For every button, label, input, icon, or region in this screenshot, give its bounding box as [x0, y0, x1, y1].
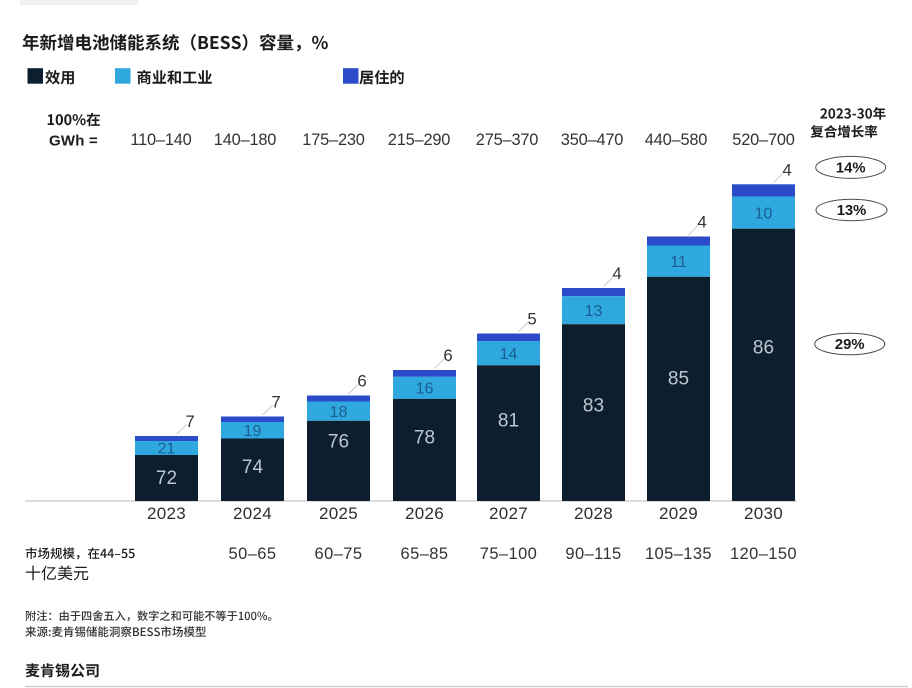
svg-text:21: 21	[158, 441, 176, 458]
svg-text:7: 7	[185, 412, 194, 431]
svg-text:60–75: 60–75	[315, 545, 363, 563]
svg-text:4: 4	[697, 213, 706, 232]
svg-text:10: 10	[755, 205, 773, 222]
svg-text:29%: 29%	[835, 337, 865, 353]
svg-text:6: 6	[443, 346, 452, 365]
svg-text:75–100: 75–100	[480, 545, 537, 563]
svg-text:2024: 2024	[233, 504, 272, 523]
svg-text:GWh =: GWh =	[49, 133, 98, 150]
svg-text:2026: 2026	[405, 504, 444, 523]
svg-text:2030: 2030	[744, 504, 783, 523]
svg-text:19: 19	[244, 423, 262, 440]
svg-text:140–180: 140–180	[214, 131, 276, 149]
svg-text:2023: 2023	[147, 504, 186, 523]
svg-text:2027: 2027	[489, 504, 528, 523]
svg-text:2028: 2028	[574, 504, 613, 523]
svg-text:18: 18	[330, 404, 348, 421]
svg-text:78: 78	[414, 428, 435, 449]
svg-text:16: 16	[416, 381, 434, 398]
svg-text:350–470: 350–470	[561, 131, 623, 149]
svg-text:85: 85	[668, 369, 689, 390]
svg-text:2029: 2029	[659, 504, 698, 523]
svg-text:6: 6	[357, 372, 366, 391]
svg-text:65–85: 65–85	[401, 545, 449, 563]
svg-text:13%: 13%	[837, 203, 867, 219]
svg-text:13: 13	[585, 303, 603, 320]
svg-text:105–135: 105–135	[645, 545, 712, 563]
svg-text:215–290: 215–290	[388, 131, 450, 149]
svg-text:50–65: 50–65	[229, 545, 277, 563]
svg-text:4: 4	[612, 264, 621, 283]
svg-text:74: 74	[242, 457, 264, 478]
svg-text:90–115: 90–115	[565, 545, 621, 563]
svg-text:14%: 14%	[836, 161, 866, 177]
svg-text:2025: 2025	[319, 504, 358, 523]
svg-text:110–140: 110–140	[130, 131, 191, 149]
svg-text:4: 4	[782, 161, 791, 180]
svg-text:440–580: 440–580	[645, 131, 707, 149]
svg-text:175–230: 175–230	[302, 131, 364, 149]
svg-text:520–700: 520–700	[732, 131, 794, 149]
svg-text:120–150: 120–150	[730, 545, 797, 563]
svg-text:5: 5	[527, 310, 536, 329]
svg-text:275–370: 275–370	[476, 131, 538, 149]
svg-text:72: 72	[156, 468, 177, 489]
svg-text:76: 76	[328, 432, 349, 453]
svg-text:83: 83	[583, 396, 604, 417]
svg-text:11: 11	[670, 254, 687, 271]
svg-text:81: 81	[498, 411, 519, 432]
svg-text:86: 86	[753, 338, 774, 359]
svg-text:14: 14	[500, 346, 518, 363]
svg-text:7: 7	[271, 393, 280, 412]
